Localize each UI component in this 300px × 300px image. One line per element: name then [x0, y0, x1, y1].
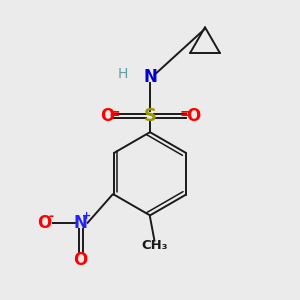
Text: H: H	[118, 67, 128, 81]
Text: CH₃: CH₃	[141, 238, 168, 252]
Text: =: =	[180, 107, 191, 121]
Text: N: N	[73, 214, 87, 232]
Text: =: =	[109, 107, 120, 121]
Text: O: O	[73, 251, 87, 269]
Text: O: O	[38, 214, 52, 232]
Text: O: O	[100, 107, 114, 125]
Text: -: -	[49, 210, 54, 223]
Text: O: O	[186, 107, 200, 125]
Text: S: S	[143, 107, 157, 125]
Text: N: N	[143, 68, 157, 86]
Text: +: +	[82, 211, 91, 221]
